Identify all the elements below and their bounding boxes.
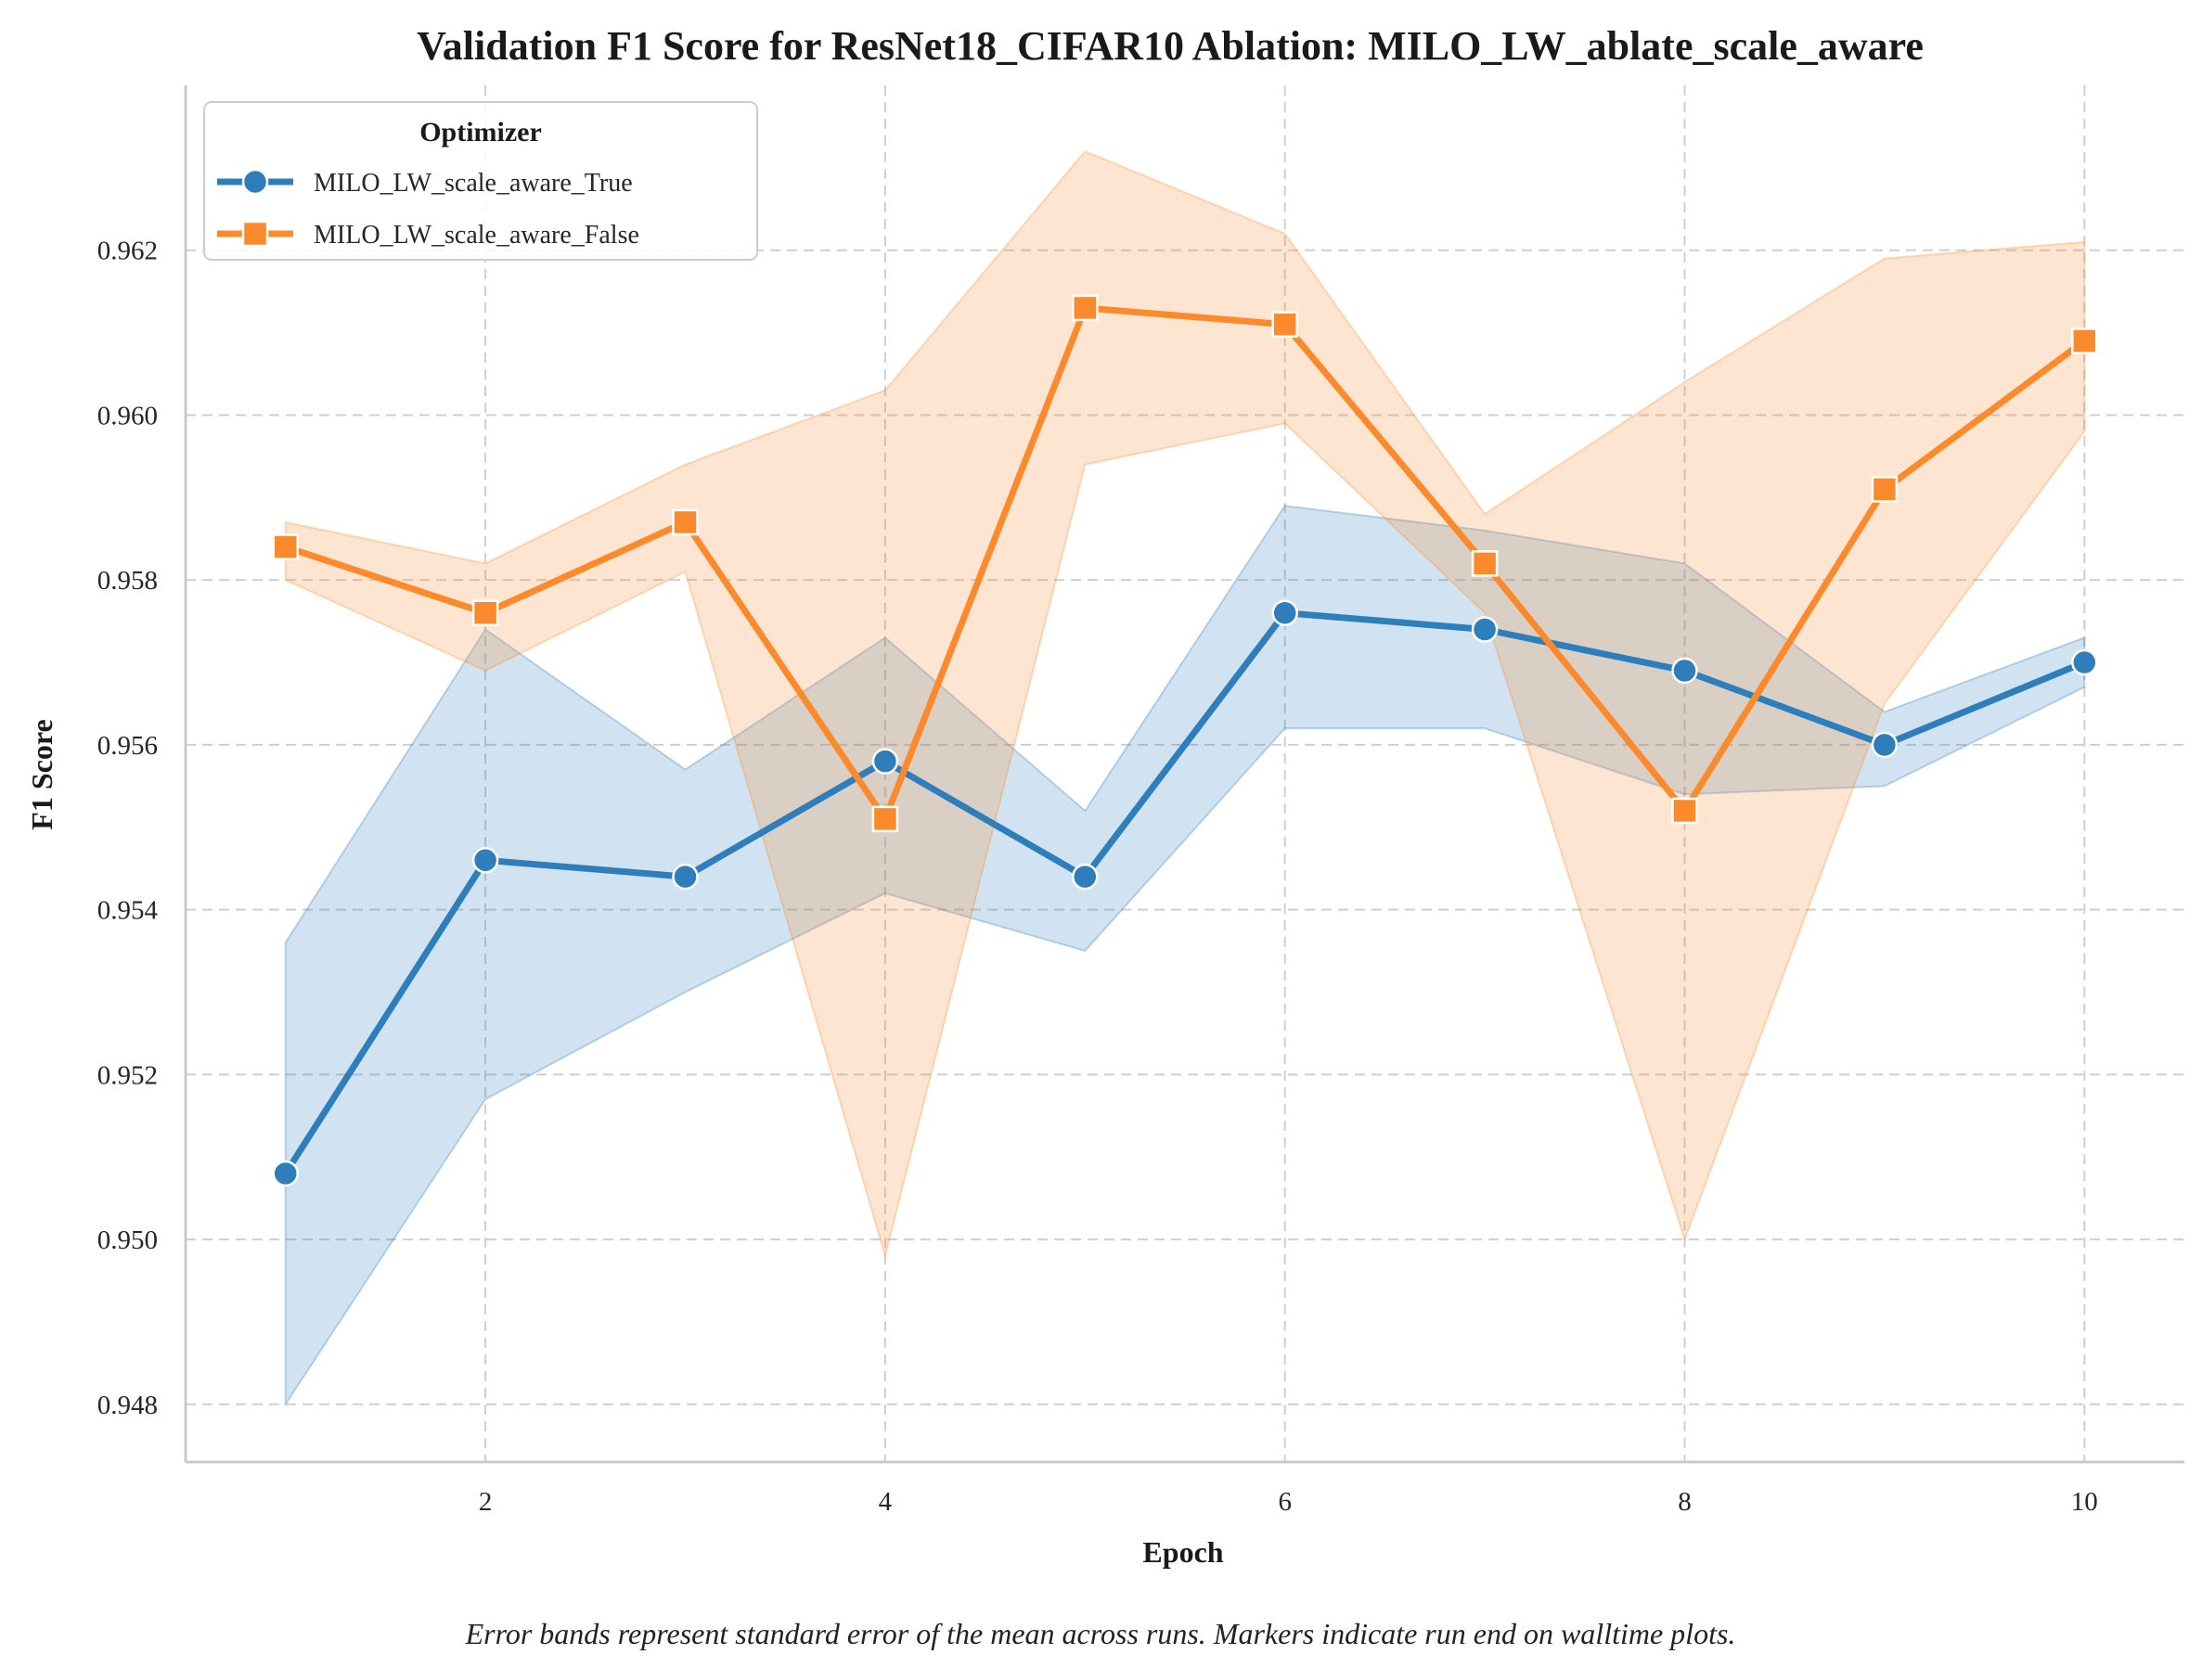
legend-entry-label: MILO_LW_scale_aware_False xyxy=(314,221,639,250)
legend-circle-marker xyxy=(241,168,269,196)
x-tick-label: 6 xyxy=(1278,1487,1292,1517)
series-line-2 xyxy=(282,304,2088,823)
y-tick-label: 0.948 xyxy=(97,1391,158,1420)
data-point-square xyxy=(2071,327,2098,354)
data-point-circle xyxy=(1271,599,1298,626)
error-band-layer xyxy=(284,149,2086,1408)
y-tick-label: 0.956 xyxy=(97,731,158,761)
error-band-1 xyxy=(284,505,2086,1408)
x-tick-label: 4 xyxy=(879,1487,893,1517)
y-tick-label: 0.954 xyxy=(97,896,159,926)
x-axis-label: Epoch xyxy=(1142,1535,1223,1569)
axis-layer: 2 4 6 8 10 0.948 0.950 0.952 0.954 0.956 0.958 0.96… xyxy=(97,85,2184,1517)
series-line-1 xyxy=(282,609,2088,1177)
data-point-square xyxy=(1271,311,1298,338)
data-point-circle xyxy=(1871,731,1899,759)
legend-title: Optimizer xyxy=(419,117,542,147)
data-point-square xyxy=(871,805,899,833)
legend-square-marker xyxy=(241,220,269,248)
legend-entry-label: MILO_LW_scale_aware_True xyxy=(314,169,633,198)
chart-title: Validation F1 Score for ResNet18_CIFAR10… xyxy=(417,23,1924,69)
data-point-circle xyxy=(1471,616,1499,643)
series-line-layer xyxy=(282,304,2088,1177)
y-axis-label: F1 Score xyxy=(25,719,58,829)
data-point-square xyxy=(471,599,499,626)
y-tick-label: 0.962 xyxy=(97,237,158,266)
data-point-square xyxy=(1671,797,1698,825)
y-tick-label: 0.960 xyxy=(97,401,158,430)
y-tick-label: 0.952 xyxy=(97,1060,158,1090)
data-point-square xyxy=(672,508,699,536)
y-tick-label: 0.950 xyxy=(97,1225,158,1255)
data-point-circle xyxy=(471,847,499,874)
x-tick-label: 10 xyxy=(2071,1487,2098,1517)
data-point-circle xyxy=(871,748,899,775)
x-tick-label: 8 xyxy=(1678,1487,1692,1517)
data-point-circle xyxy=(672,863,699,891)
data-point-circle xyxy=(272,1160,299,1187)
data-point-square xyxy=(272,533,299,560)
legend: Optimizer MILO_LW_scale_aware_True MILO_LW… xyxy=(203,101,758,261)
data-point-circle xyxy=(1072,863,1099,891)
data-point-circle xyxy=(1671,657,1698,685)
error-band-2 xyxy=(284,149,2086,1260)
data-point-square xyxy=(1471,550,1499,577)
data-point-square xyxy=(1871,476,1899,503)
data-point-square xyxy=(1072,294,1099,322)
data-point-circle xyxy=(2071,648,2098,676)
marker-layer xyxy=(272,294,2098,1187)
y-tick-label: 0.958 xyxy=(97,566,158,596)
x-tick-label: 2 xyxy=(479,1487,493,1517)
chart-caption: Error bands represent standard error of … xyxy=(465,1617,1736,1650)
legend-box xyxy=(203,101,758,261)
